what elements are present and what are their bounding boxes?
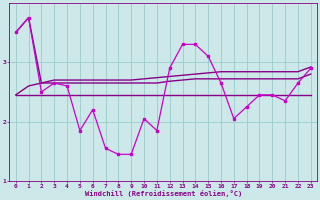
X-axis label: Windchill (Refroidissement éolien,°C): Windchill (Refroidissement éolien,°C) (84, 190, 242, 197)
